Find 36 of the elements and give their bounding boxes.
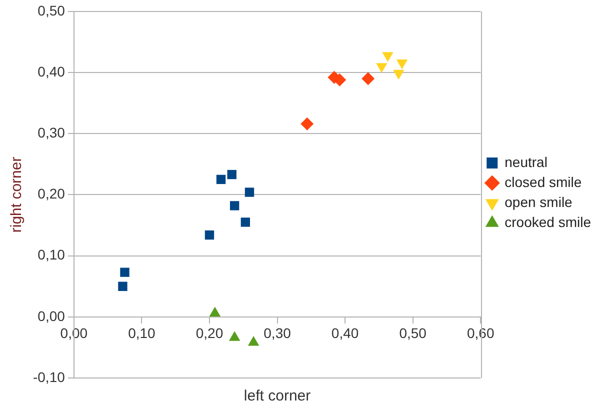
x-tick-label: 0,40 bbox=[331, 325, 359, 342]
point bbox=[376, 63, 388, 73]
point bbox=[240, 218, 250, 227]
point bbox=[244, 188, 254, 197]
y-tick-label: 0,20 bbox=[38, 186, 66, 202]
point bbox=[216, 174, 226, 184]
point bbox=[396, 59, 408, 70]
y-tick-label: 0,10 bbox=[38, 246, 66, 263]
legend-label: neutral bbox=[504, 154, 548, 170]
point bbox=[248, 336, 260, 346]
y-tick-label: 0,30 bbox=[38, 124, 66, 140]
x-tick-label: 0,30 bbox=[264, 325, 292, 342]
x-tick-label: 0,10 bbox=[128, 325, 156, 342]
y-tick-label: 0,50 bbox=[38, 2, 66, 18]
y-axis-title: right corner bbox=[8, 156, 26, 233]
point bbox=[300, 117, 314, 130]
point bbox=[209, 306, 221, 316]
x-tick-label: 0,60 bbox=[467, 325, 494, 342]
y-tick-label: 0,40 bbox=[38, 63, 66, 80]
point bbox=[382, 52, 394, 62]
y-tick-label: -0,10 bbox=[32, 368, 66, 385]
point bbox=[392, 70, 404, 80]
x-tick-label: 0,50 bbox=[399, 325, 427, 342]
legend-label: crooked smile bbox=[504, 214, 592, 230]
point bbox=[118, 282, 128, 291]
point bbox=[230, 201, 240, 210]
point bbox=[227, 170, 236, 180]
point bbox=[120, 268, 130, 277]
x-axis-title: left corner bbox=[244, 388, 311, 405]
point bbox=[362, 72, 375, 86]
legend-label: closed smile bbox=[504, 174, 582, 190]
x-tick-label: 0,20 bbox=[196, 325, 224, 342]
point bbox=[204, 230, 214, 240]
point bbox=[228, 331, 240, 341]
y-tick-label: 0,00 bbox=[38, 308, 66, 324]
legend-label: open smile bbox=[504, 194, 573, 210]
